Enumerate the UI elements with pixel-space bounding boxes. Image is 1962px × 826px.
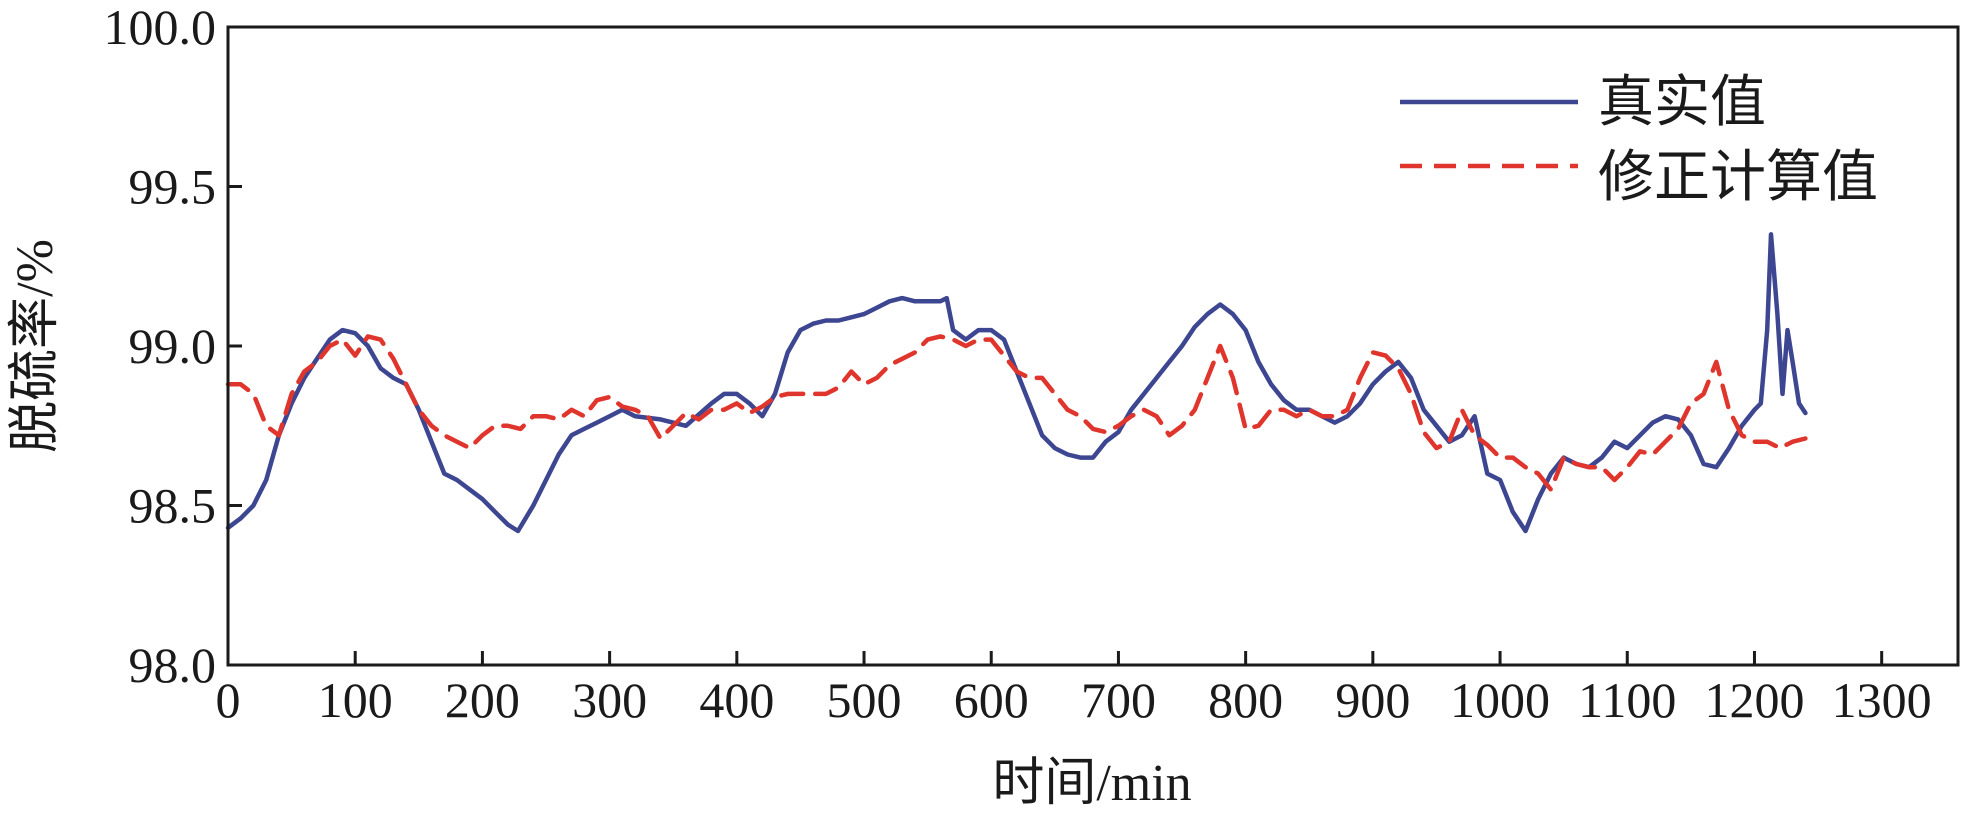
x-tick-label: 1000 [1450,672,1550,728]
y-axis-title: 脱硫率/% [7,239,64,453]
ticks-layer: 0 100 200 300 400 500 600 700 800 900 1000 1100 1200… [104,0,1932,728]
y-tick-label: 98.5 [129,478,217,534]
x-tick-label: 400 [699,672,774,728]
x-tick-label: 200 [445,672,520,728]
y-tick-label: 100.0 [104,0,217,55]
legend-label-actual: 真实值 [1598,72,1766,134]
x-tick-label: 800 [1208,672,1283,728]
series-layer [225,232,1808,534]
x-tick-label: 700 [1081,672,1156,728]
x-tick-label: 100 [318,672,393,728]
y-tick-label: 99.5 [129,159,217,215]
y-tick-label: 99.0 [129,318,217,374]
x-tick-label: 1200 [1704,672,1804,728]
x-tick-label: 1300 [1832,672,1932,728]
x-tick-label: 600 [954,672,1029,728]
y-tick-label: 98.0 [129,637,217,693]
x-tick-label: 1100 [1578,672,1676,728]
x-tick-label: 500 [827,672,902,728]
x-tick-label: 300 [572,672,647,728]
x-tick-label: 900 [1335,672,1410,728]
series-line-corrected [225,334,1808,492]
x-tick-label: 0 [216,672,241,728]
series-line-actual [225,232,1808,534]
legend: 真实值 修正计算值 [1400,72,1878,209]
plot-frame [226,25,1960,667]
x-axis-title: 时间/min [992,755,1191,812]
legend-label-corrected: 修正计算值 [1598,147,1878,209]
